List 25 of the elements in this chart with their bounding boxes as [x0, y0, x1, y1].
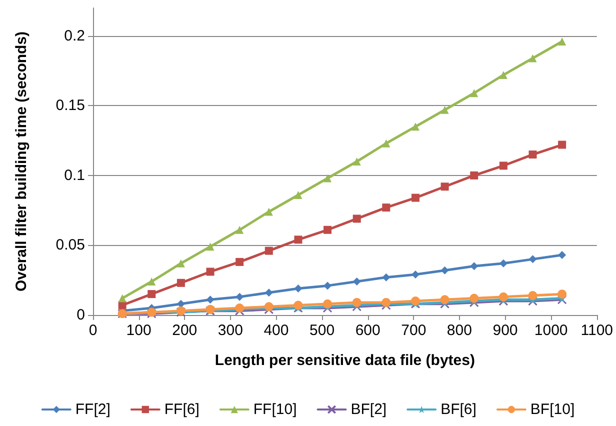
x-tick-label: 300	[218, 322, 243, 339]
y-tick-label: 0.05	[56, 236, 85, 254]
legend-label: BF[6]	[440, 401, 476, 418]
x-tick-label: 600	[355, 322, 380, 339]
x-tick-label: 900	[492, 322, 518, 339]
x-tick-label: 400	[264, 322, 289, 339]
legend-label: BF[10]	[530, 401, 575, 418]
x-tick-label: 800	[446, 322, 472, 339]
legend-label: BF[2]	[350, 401, 387, 418]
x-axis-title: Length per sensitive data file (bytes)	[214, 352, 475, 369]
x-tick-label: 500	[310, 322, 335, 339]
y-tick-label: 0	[76, 306, 85, 324]
x-tick-label: 200	[172, 322, 198, 339]
x-tick-label: 1000	[534, 322, 568, 339]
y-tick-label: 0.2	[64, 27, 85, 44]
x-tick-label: 1100	[580, 322, 614, 339]
legend-label: FF[2]	[75, 401, 110, 418]
x-tick-label: 0	[88, 322, 98, 339]
x-tick-label: 100	[126, 322, 152, 339]
y-tick-label: 0.1	[64, 166, 85, 184]
x-tick-label: 700	[401, 322, 426, 339]
y-tick-label: 0.15	[56, 97, 85, 114]
legend-label: FF[10]	[253, 401, 297, 418]
y-axis-title: Overall filter building time (seconds)	[13, 31, 30, 292]
legend-label: FF[6]	[164, 401, 200, 418]
